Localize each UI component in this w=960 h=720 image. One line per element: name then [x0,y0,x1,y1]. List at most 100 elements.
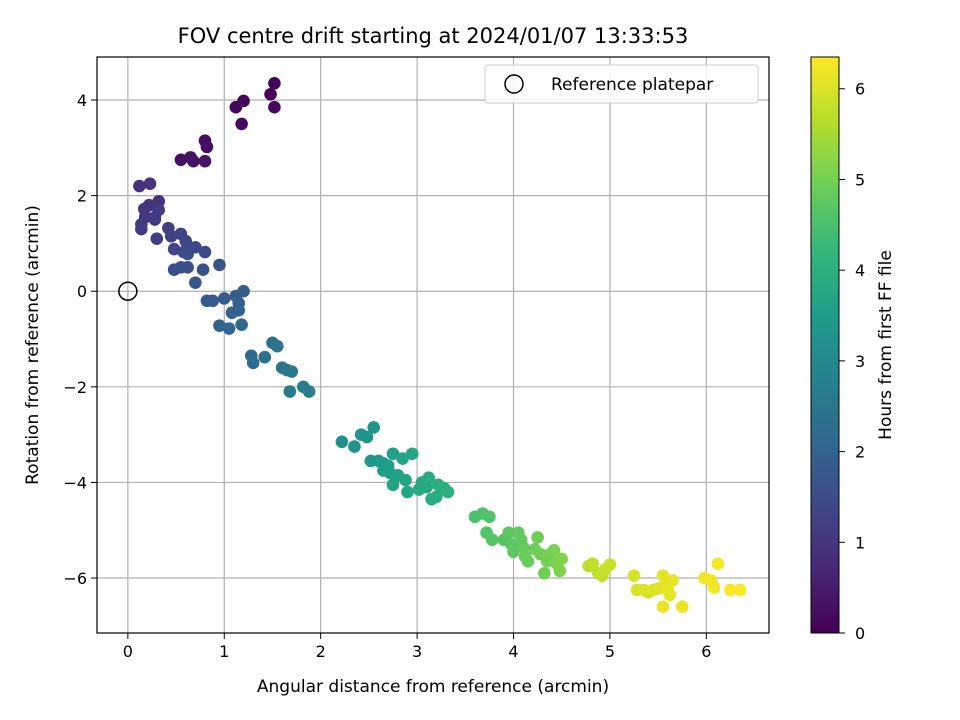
x-axis-label: Angular distance from reference (arcmin) [257,677,609,697]
x-tick-label: 4 [508,642,518,661]
data-point [264,87,277,101]
data-point [603,558,617,571]
data-point [386,447,400,461]
data-point [396,452,409,465]
data-point [198,245,212,259]
data-point [516,540,530,554]
data-point [200,140,214,154]
data-point [538,566,551,580]
plot-frame [96,56,770,634]
data-point [399,473,412,487]
data-point [198,154,212,168]
data-point [483,510,496,524]
y-axis-label: Rotation from reference (arcmin) [23,205,43,485]
data-point [502,526,515,539]
data-point [555,552,569,566]
reference-platepar-marker [118,281,138,301]
data-point [232,304,246,317]
data-point [283,385,297,398]
data-point [143,177,157,190]
data-point [360,430,374,444]
x-tick-label: 5 [605,642,615,661]
data-point [258,350,272,364]
data-point [181,247,194,261]
data-point [217,292,231,305]
data-point [187,154,200,168]
data-point [246,356,260,370]
x-tick-label: 1 [219,642,229,661]
colorbar-ticks: 0 1 2 3 4 5 6 [839,80,865,643]
data-point [656,600,670,614]
colorbar-tick-label: 3 [855,352,865,371]
data-point [348,440,361,453]
data-point [152,203,166,217]
legend-marker [504,74,524,94]
data-point [521,554,535,568]
data-point [367,421,381,434]
data-point [441,485,455,499]
data-point [174,153,188,167]
data-point [663,588,676,602]
data-point [420,480,434,494]
data-point [270,339,284,353]
data-point [405,447,419,461]
colorbar-tick-label: 0 [855,624,865,643]
data-point [268,100,281,114]
data-point [133,179,146,193]
data-point [711,557,725,570]
colorbar-label: Hours from first FF file [876,250,896,440]
data-point [237,284,250,298]
colorbar-tick-label: 2 [855,443,865,462]
colorbar-tick-label: 6 [855,80,865,99]
data-point [302,385,316,398]
data-point [222,322,236,335]
data-point [285,365,299,378]
data-point [189,276,202,289]
scatter-points [133,76,747,614]
grid-lines [97,57,769,633]
data-point [335,435,349,449]
data-point [135,222,148,236]
data-point [381,459,395,472]
y-tick-label: −2 [63,378,87,397]
data-point [213,319,226,332]
data-point [213,258,226,272]
y-tick-label: 4 [77,91,87,110]
data-point [235,117,248,131]
legend: Reference platepar [484,64,759,104]
colorbar-tick-label: 5 [855,170,865,189]
data-point [422,471,435,484]
data-point [174,261,188,274]
data-point [148,213,162,226]
data-point [485,533,499,547]
y-tick-label: −6 [63,569,87,588]
y-tick-label: −4 [63,473,87,492]
data-point [553,564,567,578]
colorbar-strip [810,56,840,634]
data-point [675,600,689,614]
data-point [229,100,243,114]
legend-box [484,64,759,104]
y-tick-label: 2 [77,187,87,206]
data-point [164,229,178,243]
x-axis-ticks: 0 1 2 3 4 5 6 [123,633,711,661]
data-point [627,569,641,582]
colorbar-tick-label: 1 [855,533,865,552]
y-axis-ticks: −6 −4 −2 0 2 4 [63,91,97,588]
data-point [401,485,414,499]
data-point [707,581,721,594]
data-point [206,294,219,308]
data-point [666,574,679,587]
data-point [547,544,561,557]
data-point [586,557,599,570]
data-point [430,490,443,504]
x-tick-label: 0 [123,642,133,661]
legend-label: Reference platepar [551,75,713,95]
x-tick-label: 6 [701,642,711,661]
y-tick-label: 0 [77,282,87,301]
chart-title: FOV centre drift starting at 2024/01/07 … [178,24,689,48]
data-point [150,232,164,245]
x-tick-label: 3 [412,642,422,661]
data-point [507,545,520,559]
